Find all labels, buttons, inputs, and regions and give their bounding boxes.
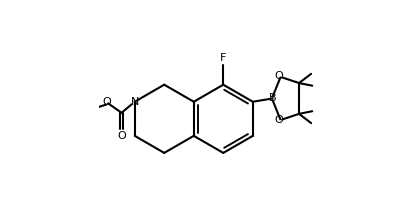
Text: N: N bbox=[130, 97, 139, 107]
Text: O: O bbox=[275, 72, 283, 81]
Text: B: B bbox=[269, 94, 276, 103]
Text: F: F bbox=[220, 53, 227, 63]
Text: O: O bbox=[275, 116, 283, 125]
Text: O: O bbox=[103, 97, 112, 107]
Text: O: O bbox=[117, 131, 126, 141]
